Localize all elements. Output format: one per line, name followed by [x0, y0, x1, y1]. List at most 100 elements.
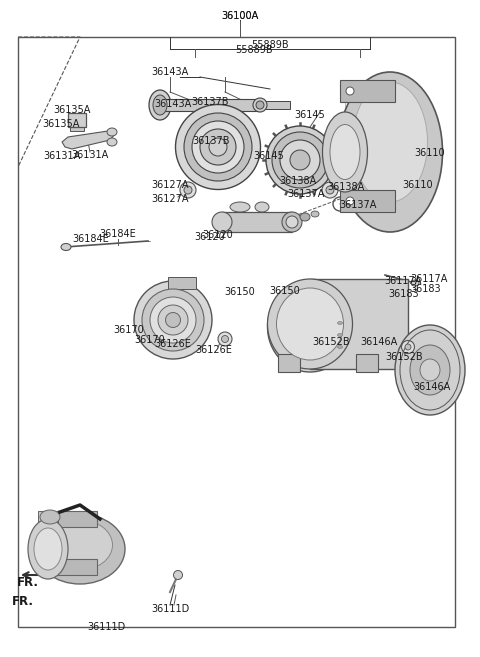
Text: 36127A: 36127A	[151, 194, 189, 204]
Ellipse shape	[61, 244, 71, 250]
Ellipse shape	[221, 336, 228, 342]
Ellipse shape	[323, 112, 368, 192]
Ellipse shape	[150, 297, 196, 343]
Ellipse shape	[290, 150, 310, 170]
Text: 36137B: 36137B	[191, 97, 229, 107]
Bar	[260, 101, 290, 109]
Bar	[356, 354, 378, 372]
Text: 36120: 36120	[203, 230, 233, 240]
Bar	[18, 37, 455, 627]
Ellipse shape	[209, 138, 227, 156]
Ellipse shape	[212, 212, 232, 232]
Text: 36184E: 36184E	[100, 229, 136, 239]
Text: 36170: 36170	[134, 335, 166, 345]
Text: 36137B: 36137B	[192, 136, 230, 147]
Text: 36145: 36145	[253, 151, 284, 162]
Bar	[310, 279, 408, 369]
Ellipse shape	[149, 90, 171, 120]
Ellipse shape	[107, 128, 117, 136]
Text: 36183: 36183	[388, 289, 419, 300]
Ellipse shape	[176, 104, 261, 189]
Text: 36146A: 36146A	[413, 382, 451, 392]
Ellipse shape	[395, 325, 465, 415]
Text: 36100A: 36100A	[221, 11, 259, 21]
Text: 36131A: 36131A	[72, 150, 108, 160]
Ellipse shape	[40, 510, 60, 524]
Bar	[340, 190, 395, 212]
Ellipse shape	[311, 211, 319, 217]
Text: 36100A: 36100A	[221, 11, 259, 21]
Text: 36146A: 36146A	[360, 336, 398, 347]
Text: 36117A: 36117A	[410, 274, 447, 284]
Ellipse shape	[300, 213, 310, 221]
Ellipse shape	[272, 132, 328, 188]
Ellipse shape	[153, 95, 167, 115]
Ellipse shape	[173, 570, 182, 579]
Text: 36137A: 36137A	[288, 189, 325, 200]
Ellipse shape	[276, 288, 344, 360]
Text: 36145: 36145	[295, 110, 325, 120]
Ellipse shape	[411, 280, 419, 286]
Text: 36184E: 36184E	[72, 234, 109, 244]
Text: 36150: 36150	[225, 286, 255, 297]
Ellipse shape	[410, 345, 450, 395]
Ellipse shape	[267, 279, 352, 369]
Bar	[68, 113, 86, 127]
Ellipse shape	[330, 124, 360, 179]
Bar	[340, 80, 395, 102]
Ellipse shape	[184, 113, 252, 181]
Text: 36135A: 36135A	[43, 118, 80, 129]
Text: 36111D: 36111D	[151, 604, 189, 614]
Ellipse shape	[266, 126, 334, 194]
Text: 36135A: 36135A	[53, 105, 91, 115]
Ellipse shape	[346, 197, 354, 205]
Ellipse shape	[255, 202, 269, 212]
Bar	[42, 511, 97, 527]
Text: 36152B: 36152B	[385, 352, 423, 362]
Text: 36111D: 36111D	[87, 622, 126, 632]
Ellipse shape	[166, 313, 180, 327]
Ellipse shape	[401, 340, 415, 353]
Ellipse shape	[322, 182, 338, 198]
Text: 36127A: 36127A	[152, 180, 189, 191]
Bar	[168, 277, 196, 289]
Ellipse shape	[48, 520, 112, 570]
Text: 36138A: 36138A	[327, 182, 365, 192]
Bar	[278, 354, 300, 372]
Ellipse shape	[28, 519, 68, 579]
Ellipse shape	[282, 212, 302, 232]
Ellipse shape	[107, 138, 117, 146]
Bar	[70, 113, 84, 131]
Text: 36110: 36110	[415, 148, 445, 158]
Text: 36152B: 36152B	[312, 336, 350, 347]
Text: 36126E: 36126E	[195, 345, 232, 355]
Ellipse shape	[277, 292, 343, 362]
Ellipse shape	[134, 281, 212, 359]
Text: 36183: 36183	[410, 284, 441, 294]
Ellipse shape	[337, 346, 343, 348]
Text: 36117A: 36117A	[384, 276, 422, 286]
Text: 36110: 36110	[402, 180, 433, 191]
Ellipse shape	[192, 121, 244, 173]
Text: FR.: FR.	[12, 595, 34, 608]
Text: 36120: 36120	[194, 231, 225, 242]
Text: 55889B: 55889B	[251, 40, 289, 50]
Ellipse shape	[337, 321, 343, 325]
Ellipse shape	[337, 334, 343, 336]
Ellipse shape	[346, 87, 354, 95]
Ellipse shape	[256, 101, 264, 109]
Ellipse shape	[420, 359, 440, 381]
Bar	[38, 511, 58, 523]
Text: 36170: 36170	[113, 325, 144, 336]
Bar	[222, 212, 292, 232]
Bar	[160, 99, 260, 111]
Ellipse shape	[337, 72, 443, 232]
Bar	[42, 559, 97, 575]
Ellipse shape	[200, 129, 236, 165]
Ellipse shape	[405, 344, 411, 350]
Text: 36143A: 36143A	[151, 67, 189, 77]
Ellipse shape	[267, 282, 352, 372]
Ellipse shape	[230, 202, 250, 212]
Text: 55889B: 55889B	[236, 45, 273, 55]
Ellipse shape	[184, 186, 192, 194]
